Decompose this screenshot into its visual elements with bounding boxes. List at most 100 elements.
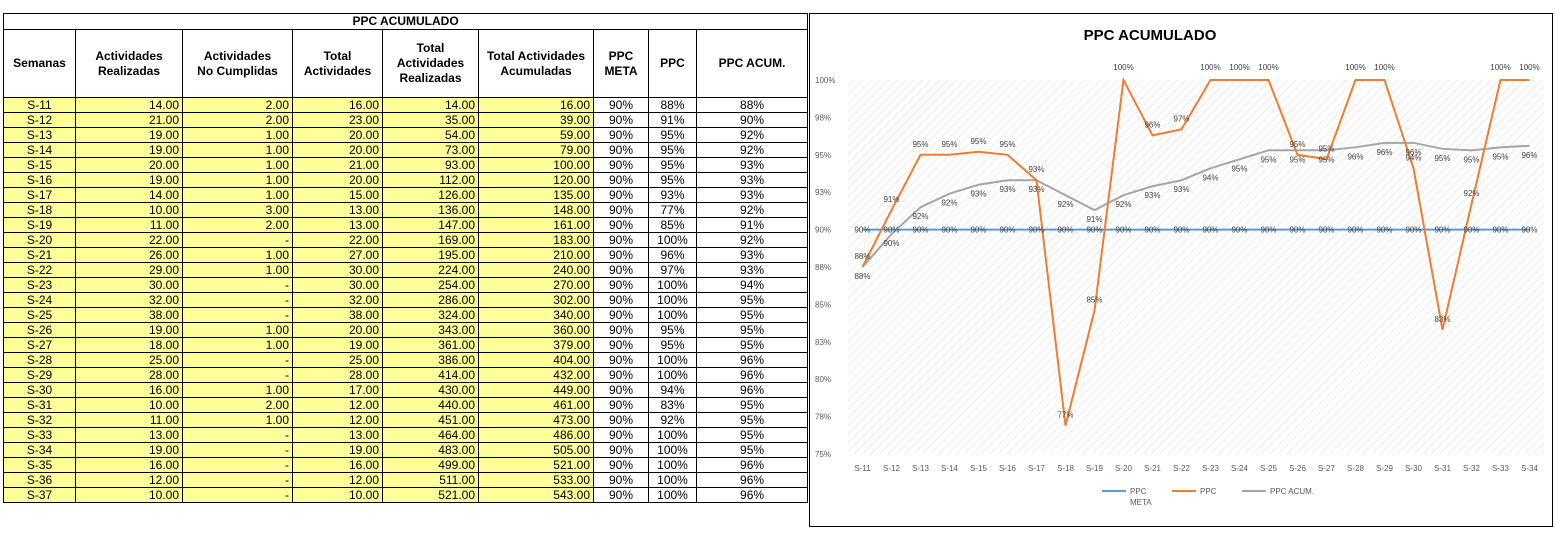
data-label: 90% (999, 226, 1015, 235)
table-row: S-12 21.00 2.00 23.00 35.00 39.00 90% 91% 90% (3, 112, 809, 128)
data-label: 95% (1289, 155, 1305, 164)
table-cell: 14.00 (382, 97, 479, 113)
table-title: PPC ACUMULADO (2, 13, 809, 30)
col-header: Semanas (3, 29, 76, 98)
y-tick-label: 83% (815, 338, 831, 347)
table-cell: 14.00 (75, 97, 183, 113)
table-cell: 10.00 (75, 397, 183, 413)
table-cell: 240.00 (478, 262, 594, 278)
col-header: Actividades Realizadas (75, 29, 183, 98)
data-label: 90% (1289, 226, 1305, 235)
table-cell: 22.00 (75, 232, 183, 248)
table-cell: S-13 (3, 127, 76, 143)
table-cell: 1.00 (182, 172, 293, 188)
table-cell: 16.00 (292, 97, 383, 113)
table-cell: 112.00 (382, 172, 479, 188)
table-cell: 96% (695, 487, 809, 503)
x-tick-label: S-28 (1347, 464, 1364, 473)
table-cell: 54.00 (382, 127, 479, 143)
data-label: 90% (1144, 226, 1160, 235)
table-cell: S-30 (3, 382, 76, 398)
table-cell: 85% (648, 217, 697, 233)
data-label: 95% (1231, 164, 1247, 173)
table-cell: 486.00 (478, 427, 594, 443)
table-cell: - (182, 367, 293, 383)
table-cell: S-25 (3, 307, 76, 323)
x-tick-label: S-23 (1202, 464, 1219, 473)
data-label: 93% (1173, 185, 1189, 194)
table-cell: 90% (593, 262, 649, 278)
table-cell: 32.00 (292, 292, 383, 308)
data-label: 90% (1434, 226, 1450, 235)
data-label: 88% (854, 252, 870, 261)
table-row: S-31 10.00 2.00 12.00 440.00 461.00 90% 83% 95% (3, 397, 809, 413)
table-cell: 16.00 (292, 457, 383, 473)
table-cell: 90% (593, 352, 649, 368)
table-cell: 1.00 (182, 337, 293, 353)
table-cell: 25.00 (292, 352, 383, 368)
table-cell: 38.00 (292, 307, 383, 323)
data-label: 91% (883, 195, 899, 204)
x-tick-label: S-32 (1463, 464, 1480, 473)
x-tick-label: S-21 (1144, 464, 1161, 473)
table-cell: 195.00 (382, 247, 479, 263)
table-cell: 100% (648, 457, 697, 473)
data-label: 90% (1028, 226, 1044, 235)
x-tick-label: S-20 (1115, 464, 1132, 473)
table-cell: 77% (648, 202, 697, 218)
table-cell: S-34 (3, 442, 76, 458)
table-cell: 449.00 (478, 382, 594, 398)
y-tick-label: 85% (815, 300, 831, 309)
table-cell: 90% (593, 412, 649, 428)
table-cell: 90% (593, 97, 649, 113)
table-cell: 183.00 (478, 232, 594, 248)
col-header: Total Actividades (292, 29, 383, 98)
data-label: 91% (1086, 215, 1102, 224)
table-cell: 90% (593, 337, 649, 353)
table-cell: S-15 (3, 157, 76, 173)
x-tick-label: S-14 (941, 464, 958, 473)
table-cell: 19.00 (292, 337, 383, 353)
table-cell: - (182, 427, 293, 443)
data-label: 100% (1258, 63, 1278, 72)
x-tick-label: S-11 (854, 464, 871, 473)
table-cell: 21.00 (75, 112, 183, 128)
legend: PPC META PPC PPC ACUM. (1102, 487, 1314, 507)
table-cell: 29.00 (75, 262, 183, 278)
y-tick-label: 90% (815, 226, 831, 235)
table-cell: 100% (648, 442, 697, 458)
data-label: 83% (1434, 315, 1450, 324)
table-cell: 148.00 (478, 202, 594, 218)
table-cell: 17.00 (292, 382, 383, 398)
data-label: 90% (1173, 226, 1189, 235)
data-label: 94% (1405, 153, 1421, 162)
table-cell: 96% (648, 247, 697, 263)
table-cell: 90% (593, 397, 649, 413)
data-label: 95% (912, 140, 928, 149)
table-cell: 92% (695, 202, 809, 218)
table-cell: 100% (648, 292, 697, 308)
table-cell: 1.00 (182, 322, 293, 338)
data-label: 93% (1144, 191, 1160, 200)
table-cell: - (182, 232, 293, 248)
table-cell: 19.00 (75, 142, 183, 158)
table-cell: 473.00 (478, 412, 594, 428)
x-tick-label: S-12 (883, 464, 900, 473)
table-cell: 95% (695, 292, 809, 308)
table-row: S-15 20.00 1.00 21.00 93.00 100.00 90% 95% 93% (3, 157, 809, 173)
table-row: S-37 10.00-10.00 521.00 543.00 90% 100% 96% (3, 487, 809, 503)
table-cell: 28.00 (292, 367, 383, 383)
table-cell: 38.00 (75, 307, 183, 323)
table-cell: 147.00 (382, 217, 479, 233)
table-cell: S-19 (3, 217, 76, 233)
data-label: 95% (1434, 154, 1450, 163)
table-cell: 26.00 (75, 247, 183, 263)
table-cell: 20.00 (292, 172, 383, 188)
table-cell: 22.00 (292, 232, 383, 248)
table-cell: 90% (593, 247, 649, 263)
table-cell: 23.00 (292, 112, 383, 128)
data-label: 90% (1463, 226, 1479, 235)
table-row: S-19 11.00 2.00 13.00 147.00 161.00 90% 85% 91% (3, 217, 809, 233)
table-cell: S-28 (3, 352, 76, 368)
data-label: 90% (941, 226, 957, 235)
